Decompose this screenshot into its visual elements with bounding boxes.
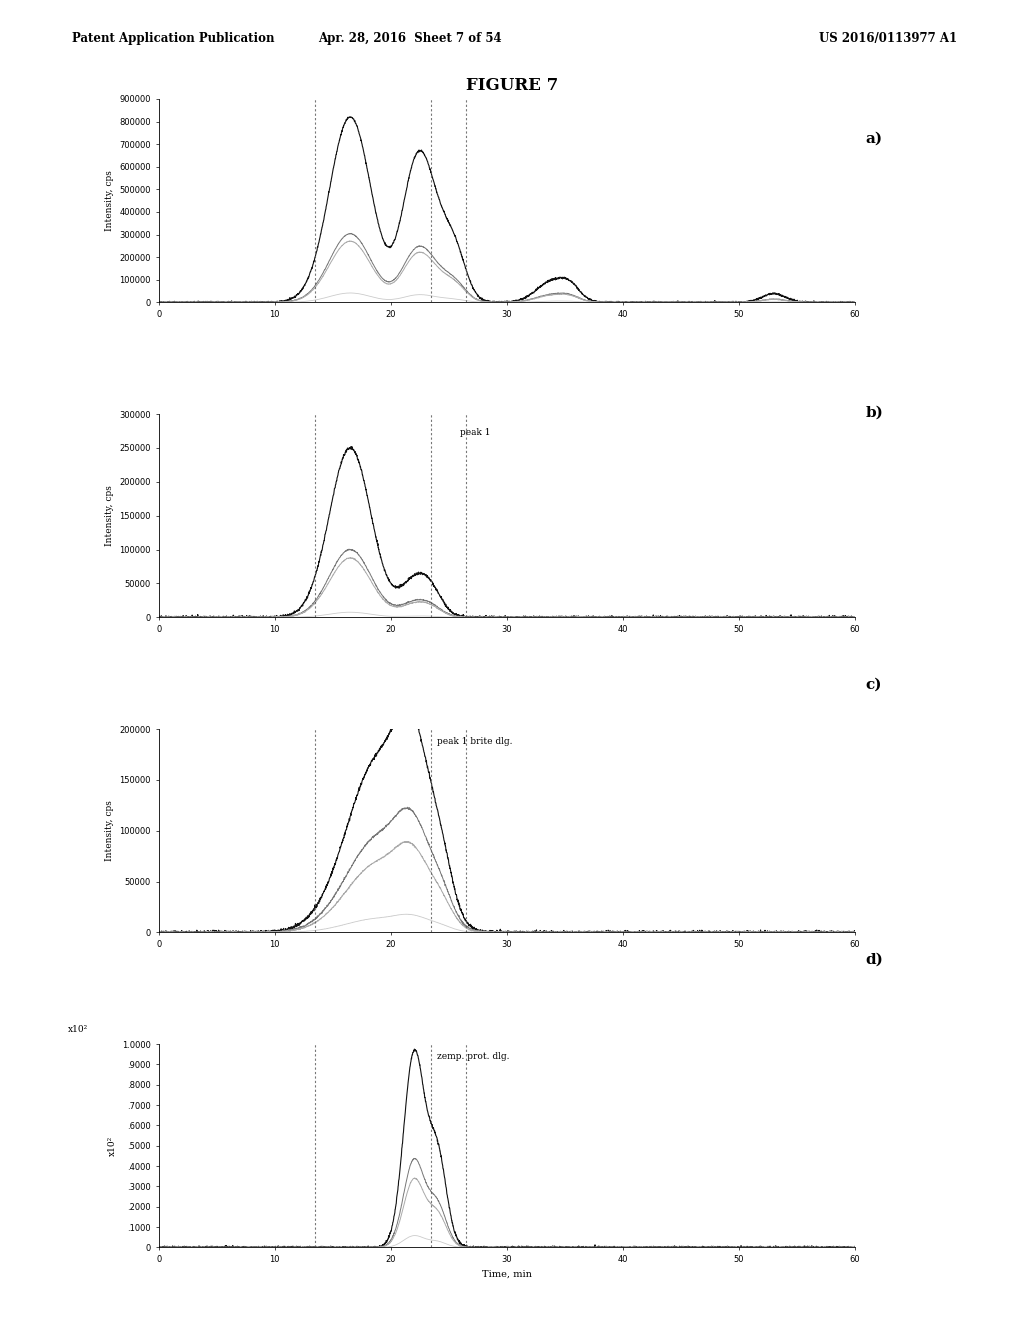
Text: peak 1 brite dlg.: peak 1 brite dlg. [437,738,513,746]
Y-axis label: Intensity, cps: Intensity, cps [104,486,114,546]
Text: zemp. prot. dlg.: zemp. prot. dlg. [437,1052,510,1061]
Text: Patent Application Publication: Patent Application Publication [72,32,274,45]
Text: d): d) [865,953,883,968]
Text: FIGURE 7: FIGURE 7 [466,77,558,94]
Text: x10²: x10² [69,1024,88,1034]
Text: c): c) [865,677,882,692]
Text: Apr. 28, 2016  Sheet 7 of 54: Apr. 28, 2016 Sheet 7 of 54 [317,32,502,45]
Text: peak 1: peak 1 [461,428,490,437]
Y-axis label: Intensity, cps: Intensity, cps [105,800,114,861]
Y-axis label: x10²: x10² [108,1135,117,1156]
Y-axis label: Intensity, cps: Intensity, cps [104,170,114,231]
X-axis label: Time, min: Time, min [482,1270,531,1279]
Text: US 2016/0113977 A1: US 2016/0113977 A1 [819,32,957,45]
Text: b): b) [865,405,883,420]
Text: a): a) [865,132,883,147]
